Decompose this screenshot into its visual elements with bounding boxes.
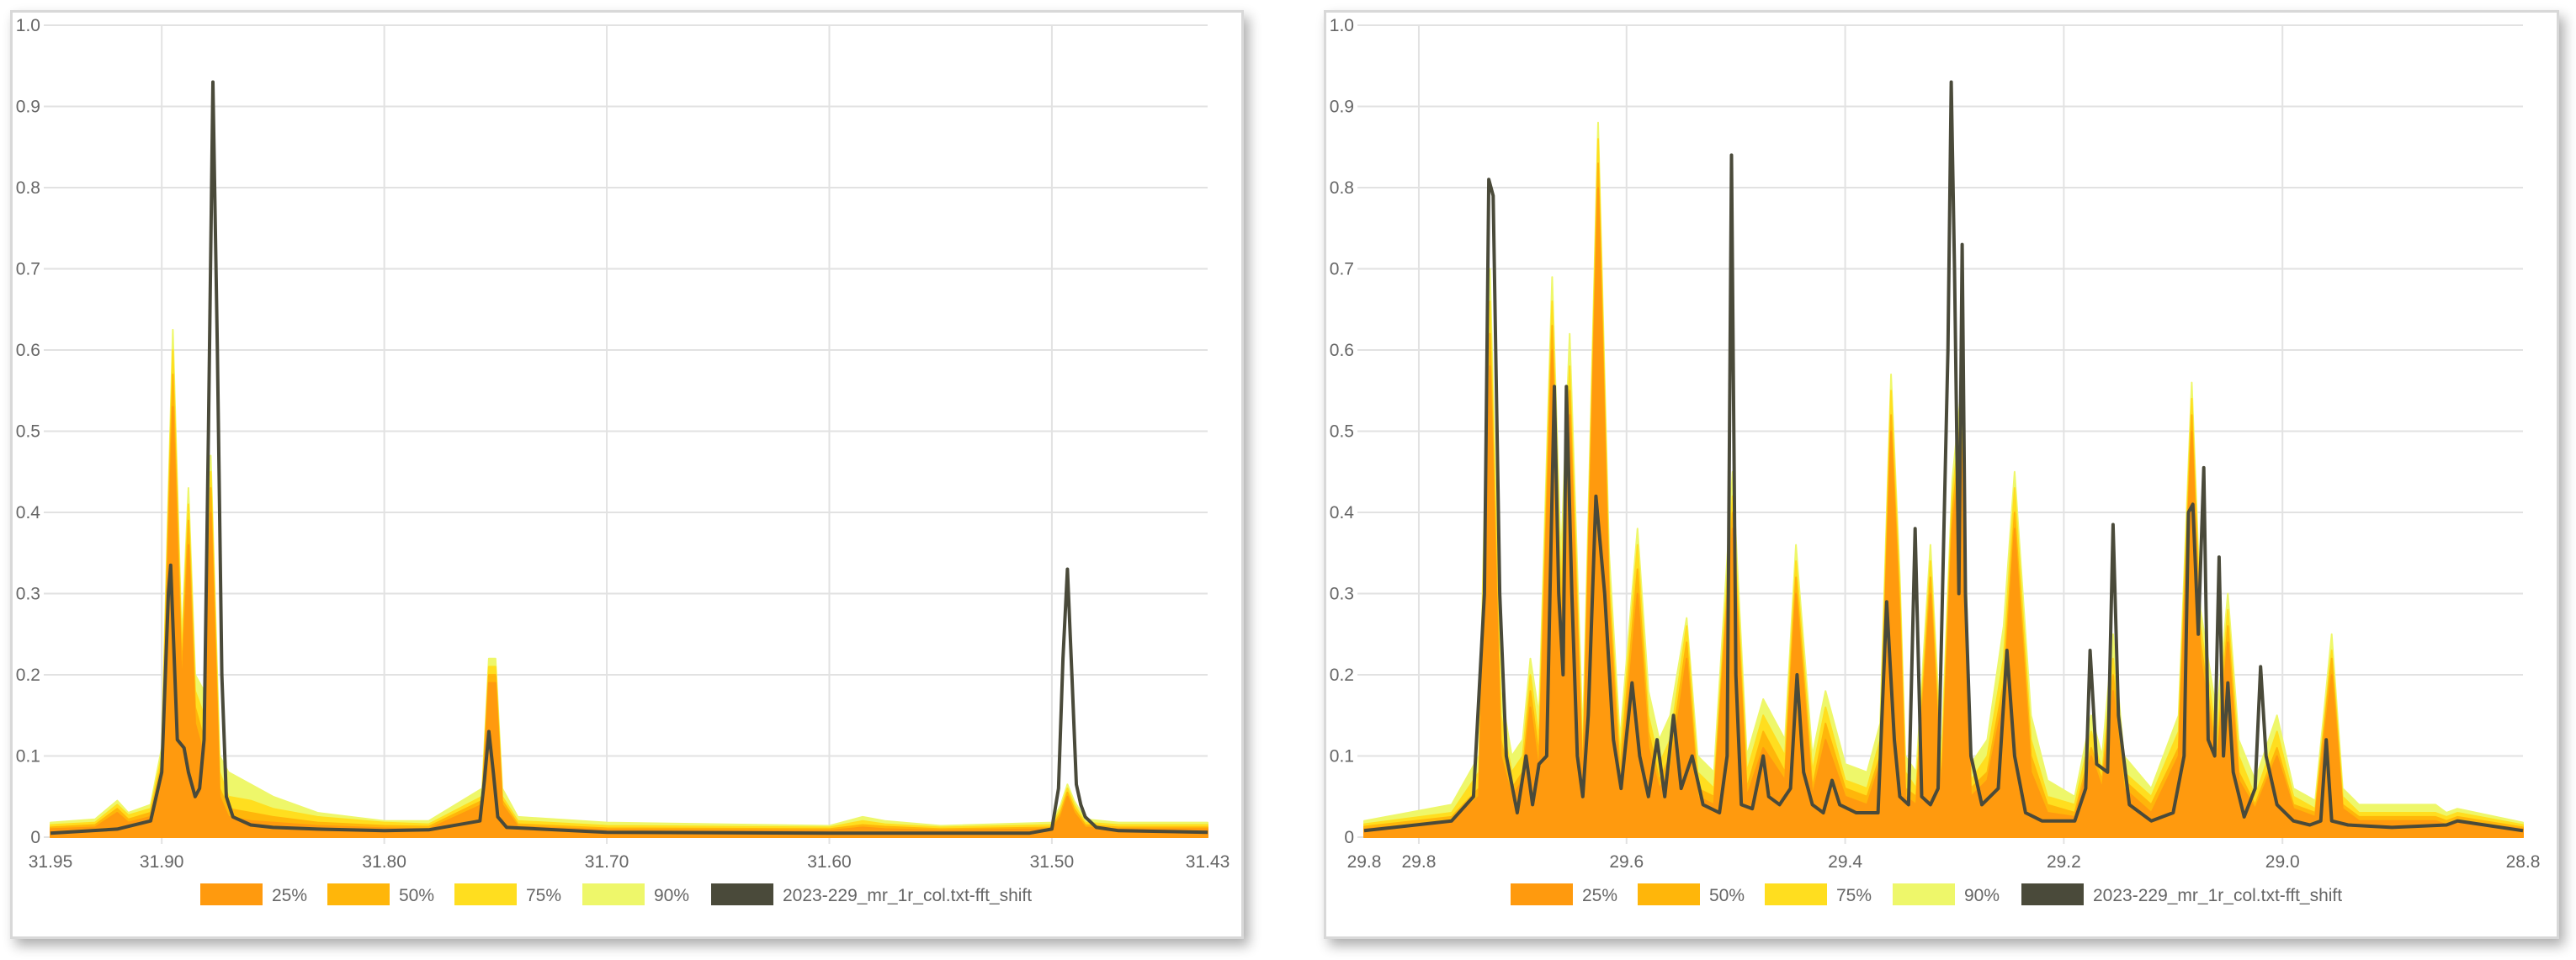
- legend: 25% 50% 75% 90% 2023-229_mr_1r_col.txt-fft_s…: [1511, 883, 2342, 905]
- legend: 25% 50% 75% 90% 2023-229_mr_1r_col.txt-fft_s…: [200, 883, 1032, 905]
- legend-label: 75%: [526, 886, 561, 905]
- legend-swatch: [454, 883, 517, 905]
- x-tick-label: 29.0: [2265, 852, 2300, 872]
- y-tick-label: 0.6: [1330, 341, 1354, 360]
- y-tick-label: 0: [30, 828, 40, 847]
- series-line-shift: [1363, 80, 2524, 833]
- chart-panel-left: 0 0.1 0.2 0.3 0.4 0.5 0.6 0.7 0.8 0.9 1.0 31.95 31.9…: [10, 10, 1244, 939]
- x-tick-label: 29.8: [1347, 852, 1382, 872]
- y-tick-label: 0: [1344, 828, 1354, 847]
- y-tick-label: 0.9: [16, 98, 40, 117]
- y-tick-label: 0.7: [1330, 260, 1354, 279]
- y-tick-label: 1.0: [16, 16, 40, 35]
- legend-item: 75%: [1765, 883, 1872, 905]
- legend-swatch: [582, 883, 645, 905]
- series-line-shift: [50, 80, 1208, 835]
- y-tick-label: 0.5: [1330, 422, 1354, 442]
- legend-label: 25%: [272, 886, 307, 905]
- legend-item: 90%: [582, 883, 689, 905]
- y-tick-label: 0.2: [1330, 666, 1354, 685]
- x-tick-label: 31.70: [585, 852, 629, 872]
- legend-swatch: [2021, 883, 2084, 905]
- legend-item: 90%: [1893, 883, 2000, 905]
- y-tick-label: 0.4: [1330, 503, 1355, 522]
- chart-right: 0 0.1 0.2 0.3 0.4 0.5 0.6 0.7 0.8 0.9 1.0 29.8 29.8 2…: [1330, 16, 2541, 905]
- x-tick-label: 31.80: [362, 852, 406, 872]
- y-tick-label: 0.3: [1330, 585, 1354, 604]
- x-tick-label: 29.4: [1828, 852, 1862, 872]
- grid: [44, 24, 1208, 844]
- x-tick-label: 29.6: [1609, 852, 1644, 872]
- legend-swatch: [327, 883, 390, 905]
- y-tick-label: 0.8: [1330, 178, 1354, 198]
- y-tick-label: 0.4: [16, 503, 41, 522]
- legend-swatch: [200, 883, 263, 905]
- legend-item: 25%: [1511, 883, 1617, 905]
- legend-label: 50%: [399, 886, 434, 905]
- legend-swatch: [711, 883, 773, 905]
- x-tick-label: 31.95: [29, 852, 73, 872]
- legend-swatch: [1511, 883, 1573, 905]
- legend-label: 75%: [1836, 886, 1872, 905]
- y-tick-label: 0.3: [16, 585, 40, 604]
- legend-label: 2023-229_mr_1r_col.txt-fft_shift: [783, 886, 1032, 905]
- x-tick-label: 31.43: [1186, 852, 1230, 872]
- legend-label: 2023-229_mr_1r_col.txt-fft_shift: [2093, 886, 2342, 905]
- legend-item: 25%: [200, 883, 307, 905]
- y-tick-label: 0.8: [16, 178, 40, 198]
- legend-label: 90%: [1964, 886, 2000, 905]
- y-tick-label: 0.9: [1330, 98, 1354, 117]
- legend-item: 2023-229_mr_1r_col.txt-fft_shift: [711, 883, 1032, 905]
- legend-swatch: [1893, 883, 1955, 905]
- x-tick-label: 29.2: [2047, 852, 2081, 872]
- legend-swatch: [1765, 883, 1827, 905]
- legend-label: 25%: [1582, 886, 1617, 905]
- y-tick-label: 0.1: [1330, 747, 1354, 766]
- y-tick-label: 0.5: [16, 422, 40, 442]
- x-tick-label: 29.8: [1402, 852, 1437, 872]
- legend-label: 90%: [654, 886, 689, 905]
- legend-swatch: [1638, 883, 1700, 905]
- x-tick-label: 31.90: [140, 852, 184, 872]
- y-tick-label: 0.6: [16, 341, 40, 360]
- chart-panel-right: 0 0.1 0.2 0.3 0.4 0.5 0.6 0.7 0.8 0.9 1.0 29.8 29.8 2…: [1324, 10, 2559, 939]
- legend-item: 2023-229_mr_1r_col.txt-fft_shift: [2021, 883, 2342, 905]
- plot-area: [1363, 80, 2524, 838]
- legend-item: 75%: [454, 883, 561, 905]
- legend-label: 50%: [1709, 886, 1745, 905]
- y-tick-label: 0.2: [16, 666, 40, 685]
- legend-item: 50%: [327, 883, 434, 905]
- y-tick-label: 0.1: [16, 747, 40, 766]
- x-tick-label: 28.8: [2506, 852, 2541, 872]
- legend-item: 50%: [1638, 883, 1745, 905]
- x-tick-label: 31.60: [807, 852, 852, 872]
- y-tick-label: 0.7: [16, 260, 40, 279]
- chart-left: 0 0.1 0.2 0.3 0.4 0.5 0.6 0.7 0.8 0.9 1.0 31.95 31.9…: [16, 16, 1230, 905]
- x-tick-label: 31.50: [1030, 852, 1075, 872]
- y-tick-label: 1.0: [1330, 16, 1354, 35]
- plot-area: [50, 80, 1208, 838]
